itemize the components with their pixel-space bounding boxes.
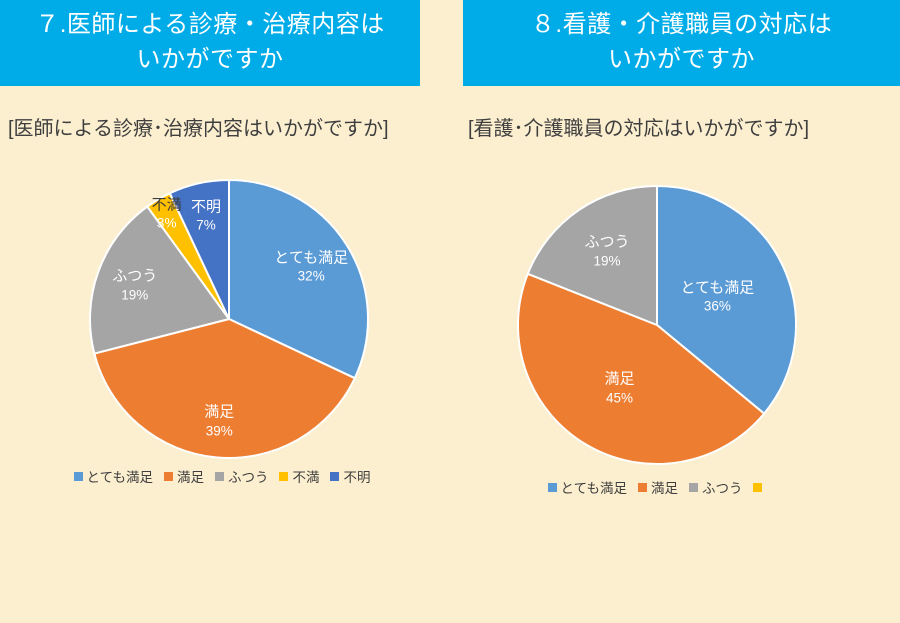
pie-slice-0 [656,185,797,415]
legend-swatch [73,471,83,481]
pie-chart-staff-response: とても満足 36% 満足 45% ふつう 19% [516,184,798,466]
question-8-header: ８.看護・介護職員の対応は いかがですか [463,0,900,86]
pie-svg [89,179,369,459]
pie-slice-4 [168,179,230,320]
legend-swatch [163,471,173,481]
pie-slice-1 [517,272,766,465]
legend-staff-response: とても満足 満足 ふつう [432,477,882,497]
legend-swatch [688,482,698,492]
legend-swatch [330,471,340,481]
pie-chart-doctor-treatment: とても満足 32% 満足 39% ふつう 19% 不満 3% 不明 7% [88,178,370,460]
legend-label: 満足 [650,481,678,496]
legend-swatch [547,482,557,492]
pie-slice-2 [89,205,230,355]
pie-slice-2 [526,185,658,326]
legend-label: とても満足 [86,470,153,485]
legend-item: 満足 [163,466,204,486]
legend-item: 満足 [637,477,678,497]
legend-swatch [637,482,647,492]
pie-slice-1 [93,318,356,459]
pie-slice-0 [228,179,369,380]
legend-item: とても満足 [73,466,153,486]
chart-7-title: [医師による診療･治療内容はいかがですか] [8,118,389,140]
legend-swatch [753,482,763,492]
legend-label: ふつう [701,481,743,496]
legend-label: ふつう [227,470,269,485]
legend-item: ふつう [214,466,269,486]
legend-label: 不明 [343,470,371,485]
legend-swatch [279,471,289,481]
legend-item: 不明 [330,466,370,486]
chart-8-title: [看護･介護職員の対応はいかがですか] [468,118,810,140]
legend-doctor-treatment: とても満足 満足 ふつう 不満 不明 [0,466,444,486]
legend-item [753,482,766,492]
legend-label: 満足 [176,470,204,485]
legend-item: ふつう [688,477,743,497]
legend-item: 不満 [279,466,319,486]
pie-svg [517,185,797,465]
question-7-header: ７.医師による診療・治療内容は いかがですか [0,0,420,86]
legend-swatch [214,471,224,481]
legend-label: 不満 [292,470,320,485]
legend-item: とても満足 [547,477,627,497]
legend-label: とても満足 [560,481,627,496]
